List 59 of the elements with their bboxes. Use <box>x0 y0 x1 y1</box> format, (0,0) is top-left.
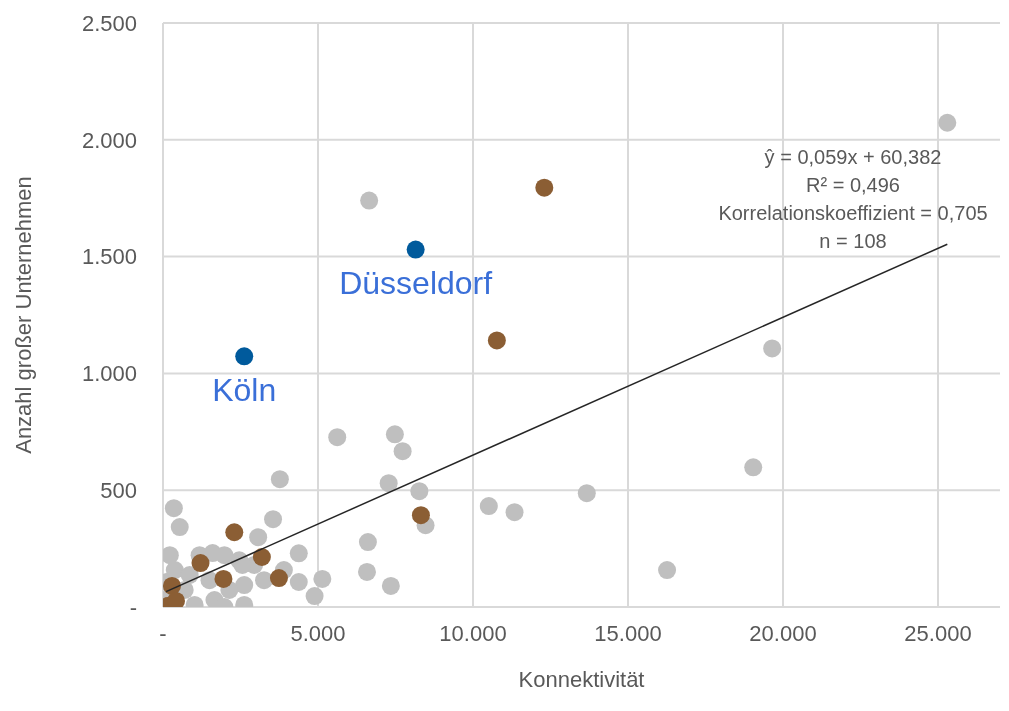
point <box>313 569 332 588</box>
point <box>235 576 254 595</box>
annotation: Korrelationskoeffizient = 0,705 <box>717 201 989 226</box>
point <box>379 474 398 493</box>
point <box>164 499 183 518</box>
point <box>264 510 283 529</box>
point <box>214 569 233 588</box>
point <box>358 533 377 552</box>
point <box>763 339 782 358</box>
y-tick-label: 2.000 <box>81 127 137 153</box>
point <box>744 458 763 477</box>
point <box>360 191 379 210</box>
point <box>289 573 308 592</box>
annotation: n = 108 <box>818 229 888 254</box>
point <box>535 178 554 197</box>
point <box>385 425 404 444</box>
x-tick-label: 25.000 <box>904 620 972 646</box>
point <box>252 548 271 567</box>
point <box>305 587 324 606</box>
point <box>505 503 524 522</box>
point <box>410 482 429 501</box>
x-tick-label: 10.000 <box>439 620 507 646</box>
x-tick-label: - <box>159 620 167 646</box>
point <box>658 561 677 580</box>
point <box>577 484 596 503</box>
x-axis-title: Konnektivität <box>518 667 645 692</box>
y-tick-label: 500 <box>100 478 137 504</box>
point <box>235 347 254 366</box>
point <box>411 506 430 525</box>
point <box>393 442 412 461</box>
point <box>328 428 347 447</box>
point <box>269 569 288 588</box>
point <box>479 497 498 516</box>
y-axis-title: Anzahl großer Unternehmen <box>10 176 36 454</box>
y-tick-label: 2.500 <box>81 10 137 36</box>
point <box>225 523 244 542</box>
annotation: Düsseldorf <box>339 265 493 302</box>
x-tick-label: 15.000 <box>594 620 662 646</box>
point <box>255 571 274 590</box>
point <box>191 554 210 573</box>
point <box>938 113 957 132</box>
y-tick-label: 1.000 <box>81 361 137 387</box>
annotation: Köln <box>212 372 277 409</box>
x-tick-label: 20.000 <box>749 620 817 646</box>
point <box>270 470 289 489</box>
point <box>406 240 425 259</box>
point <box>165 561 184 580</box>
annotation: ŷ = 0,059x + 60,382 <box>763 145 943 170</box>
point <box>289 544 308 563</box>
y-tick-label: 1.500 <box>81 244 137 270</box>
point <box>215 546 234 565</box>
point <box>170 518 189 537</box>
y-tick-label: - <box>129 594 137 620</box>
point <box>381 576 400 595</box>
point <box>487 331 506 350</box>
x-tick-label: 5.000 <box>290 620 346 646</box>
point <box>249 528 268 547</box>
annotation: R² = 0,496 <box>805 173 901 198</box>
point <box>357 562 376 581</box>
